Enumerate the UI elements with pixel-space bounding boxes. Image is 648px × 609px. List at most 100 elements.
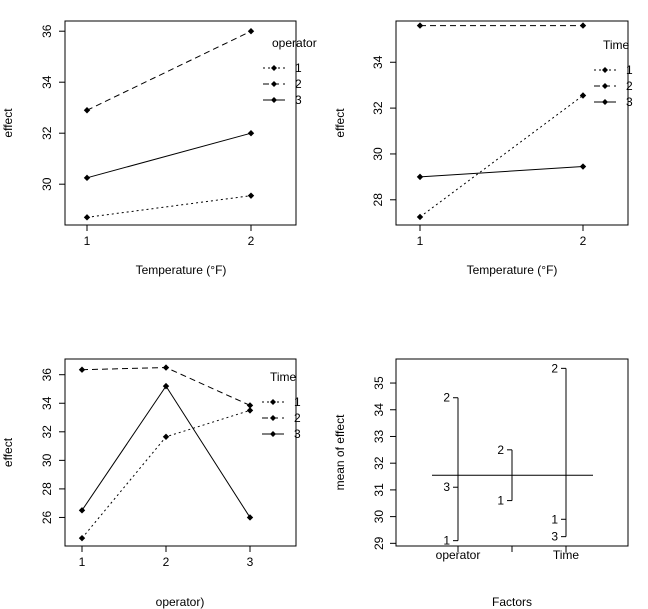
data-point	[78, 534, 86, 542]
series-line-2	[86, 30, 252, 111]
x-axis-label: Factors	[492, 595, 532, 609]
data-point	[83, 107, 91, 114]
legend-label: 2	[295, 77, 302, 91]
series-line-3	[86, 132, 252, 179]
y-tick-label: 34	[40, 75, 54, 89]
data-point	[83, 174, 91, 182]
legend-label: 1	[294, 395, 301, 409]
level-label: 2	[551, 361, 558, 375]
data-point	[78, 366, 86, 373]
legend-label: 3	[626, 95, 633, 109]
factor-label: operator	[436, 548, 481, 562]
legend-marker	[271, 65, 277, 71]
plot-frame	[395, 20, 629, 226]
legend-marker	[270, 415, 276, 421]
y-tick-label: 32	[372, 456, 386, 470]
legend-marker	[271, 97, 277, 103]
y-tick-label: 26	[40, 510, 54, 524]
level-label: 2	[443, 391, 450, 405]
level-label: 1	[443, 534, 450, 548]
y-tick-label: 30	[40, 177, 54, 191]
y-tick-label: 30	[372, 510, 386, 524]
data-point	[416, 22, 424, 29]
x-tick-label: 2	[163, 555, 170, 569]
x-axis-label: operator)	[156, 595, 205, 609]
y-tick-label: 32	[40, 126, 54, 140]
legend-label: 2	[294, 411, 301, 425]
legend-title: Time	[270, 370, 297, 384]
legend-title: operator	[272, 36, 317, 50]
data-point	[247, 28, 255, 35]
legend-label: 1	[626, 63, 633, 77]
series-line-3	[419, 166, 584, 178]
y-tick-label: 34	[371, 55, 385, 69]
data-point	[416, 173, 424, 181]
legend-label: 3	[294, 427, 301, 441]
level-label: 3	[551, 530, 558, 544]
y-axis-label: effect	[333, 108, 347, 138]
y-tick-label: 30	[40, 453, 54, 467]
legend-label: 2	[626, 79, 633, 93]
x-axis-label: Temperature (°F)	[467, 263, 558, 277]
series-line-3	[81, 385, 251, 518]
y-tick-label: 36	[40, 24, 54, 38]
plot-frame	[64, 20, 297, 226]
x-axis-label: Temperature (°F)	[136, 263, 227, 277]
y-tick-label: 33	[372, 429, 386, 443]
series-line-1	[81, 409, 251, 539]
data-point	[246, 514, 254, 521]
legend-marker	[602, 83, 608, 89]
y-tick-label: 32	[40, 425, 54, 439]
legend-marker	[271, 81, 277, 87]
data-point	[78, 507, 86, 514]
factor-label: Time	[553, 548, 580, 562]
y-axis-label: mean of effect	[333, 414, 347, 490]
level-label: 2	[497, 443, 504, 457]
y-tick-label: 28	[40, 482, 54, 496]
level-label: 1	[551, 512, 558, 526]
interaction-plot-2: 28 30 32 34 1 2 Temperature (°F) effect Time 1 2 3	[333, 20, 633, 277]
data-point	[579, 163, 587, 170]
series-line-1	[86, 195, 252, 218]
legend-label: 1	[295, 61, 302, 75]
data-point	[579, 92, 587, 99]
y-axis-label: effect	[1, 437, 15, 467]
data-point	[247, 130, 255, 137]
data-point	[416, 213, 424, 221]
data-point	[246, 407, 254, 414]
data-point	[247, 192, 255, 199]
legend-marker	[270, 431, 276, 437]
legend-marker	[602, 99, 608, 105]
y-tick-label: 30	[371, 147, 385, 161]
series-line-1	[419, 95, 584, 218]
data-point	[579, 22, 587, 29]
data-point	[83, 214, 91, 221]
x-tick-label: 1	[417, 234, 424, 248]
data-point	[162, 433, 170, 440]
y-tick-label: 35	[372, 376, 386, 390]
y-tick-label: 32	[371, 101, 385, 115]
legend-marker	[602, 67, 608, 73]
legend-title: Time	[603, 38, 630, 52]
data-point	[162, 364, 170, 371]
level-label: 3	[443, 480, 450, 494]
x-tick-label: 3	[247, 555, 254, 569]
y-tick-label: 36	[40, 368, 54, 382]
y-tick-label: 29	[372, 536, 386, 550]
x-tick-label: 1	[84, 234, 91, 248]
data-point	[162, 382, 170, 390]
x-tick-label: 2	[580, 234, 587, 248]
y-tick-label: 34	[372, 403, 386, 417]
level-label: 1	[497, 494, 504, 508]
y-tick-label: 34	[40, 396, 54, 410]
x-tick-label: 2	[248, 234, 255, 248]
legend-marker	[270, 399, 276, 405]
legend-label: 3	[295, 93, 302, 107]
plot-frame	[64, 358, 297, 547]
y-tick-label: 31	[372, 483, 386, 497]
interaction-plot-3: 26 28 30 32 34 36 1 2 3 operator) effect Time 1 2 3	[1, 358, 301, 609]
x-tick-label: 1	[79, 555, 86, 569]
